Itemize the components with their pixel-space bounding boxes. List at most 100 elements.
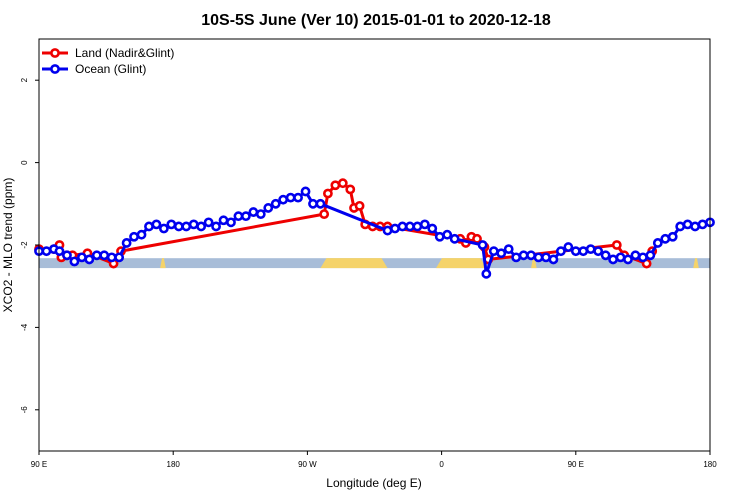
data-point	[697, 219, 708, 230]
data-point	[511, 252, 522, 263]
data-point	[54, 246, 65, 257]
data-point	[593, 246, 604, 257]
data-point	[563, 242, 574, 252]
x-tick-label: 180	[167, 460, 181, 469]
chart-title: 10S-5S June (Ver 10) 2015-01-01 to 2020-…	[201, 12, 551, 29]
data-point	[638, 252, 648, 263]
data-point	[488, 246, 499, 257]
data-point	[158, 223, 169, 234]
data-point	[570, 246, 581, 257]
land-band-segment	[320, 258, 388, 269]
data-point	[240, 211, 251, 222]
land-band-segment	[160, 258, 166, 269]
data-point	[548, 254, 559, 265]
x-tick-label: 90 W	[298, 460, 317, 469]
data-point	[323, 188, 333, 199]
data-point	[503, 244, 514, 255]
data-point	[308, 198, 318, 209]
data-point	[319, 209, 330, 219]
data-point	[76, 252, 87, 263]
data-point	[62, 250, 72, 261]
data-point	[652, 238, 663, 248]
data-point	[114, 252, 125, 263]
data-point	[611, 240, 622, 250]
data-point	[449, 233, 460, 244]
legend: Land (Nadir&Glint) Ocean (Glint)	[42, 46, 174, 76]
legend-label: Ocean (Glint)	[75, 62, 146, 76]
data-point	[585, 244, 596, 255]
data-point	[330, 180, 341, 191]
data-point	[412, 221, 423, 232]
y-axis-label: XCO2 - MLO trend (ppm)	[1, 178, 15, 313]
data-point	[151, 219, 162, 230]
data-point	[481, 268, 492, 279]
data-point	[427, 223, 438, 234]
data-point	[600, 250, 611, 261]
data-point	[300, 186, 311, 197]
data-point	[315, 198, 326, 209]
data-point	[293, 192, 303, 203]
data-point	[615, 252, 626, 263]
x-tick-label: 180	[703, 460, 717, 469]
y-axis: 2 0 -2 -4 -6	[20, 77, 39, 413]
data-point	[173, 221, 184, 232]
x-tick-label: 90 E	[31, 460, 47, 469]
land-band-segment	[436, 258, 487, 269]
data-point	[255, 209, 266, 219]
x-tick-label: 90 E	[568, 460, 584, 469]
data-point	[630, 250, 641, 261]
legend-marker	[50, 64, 60, 74]
legend-entry: Land (Nadir&Glint)	[42, 46, 174, 60]
legend-label: Land (Nadir&Glint)	[75, 46, 174, 60]
data-point	[382, 225, 393, 236]
data-point	[645, 250, 656, 261]
y-tick-label: -2	[20, 241, 29, 249]
y-tick-label: -6	[20, 406, 29, 414]
data-point	[270, 198, 281, 209]
data-point	[69, 256, 80, 267]
data-point	[541, 252, 551, 263]
data-point	[608, 254, 618, 265]
y-tick-label: -4	[20, 323, 29, 331]
data-point	[518, 250, 529, 261]
data-point	[285, 192, 296, 203]
data-point	[667, 231, 678, 242]
data-point	[690, 221, 700, 232]
data-point	[442, 229, 453, 240]
data-point	[136, 229, 147, 240]
data-point	[682, 219, 693, 230]
legend-marker	[50, 48, 60, 58]
data-point	[526, 250, 536, 261]
data-point	[218, 215, 229, 226]
data-point	[405, 221, 415, 232]
plot-area	[34, 38, 715, 452]
data-point	[248, 207, 259, 217]
data-point	[555, 246, 566, 257]
data-point	[41, 246, 52, 257]
data-point	[578, 246, 589, 257]
data-point	[337, 178, 348, 189]
data-point	[278, 194, 289, 205]
data-point	[434, 231, 445, 242]
data-point	[660, 233, 671, 244]
data-point	[345, 184, 356, 195]
y-tick-label: 2	[20, 77, 29, 82]
series-layer	[34, 178, 715, 279]
data-point	[226, 217, 236, 228]
data-point	[623, 254, 633, 265]
data-point	[144, 221, 154, 232]
data-point	[211, 221, 221, 232]
data-point	[397, 221, 408, 232]
x-axis: 90 E 180 90 W 0 90 E 180	[31, 451, 717, 469]
data-point	[188, 219, 199, 230]
data-point	[203, 217, 214, 228]
data-point	[477, 240, 488, 250]
land-band-segment	[693, 258, 699, 269]
legend-entry: Ocean (Glint)	[42, 62, 146, 76]
y-tick-label: 0	[20, 160, 29, 165]
data-point	[106, 252, 117, 263]
data-point	[166, 219, 177, 230]
data-point	[129, 231, 139, 242]
data-point	[390, 223, 400, 234]
